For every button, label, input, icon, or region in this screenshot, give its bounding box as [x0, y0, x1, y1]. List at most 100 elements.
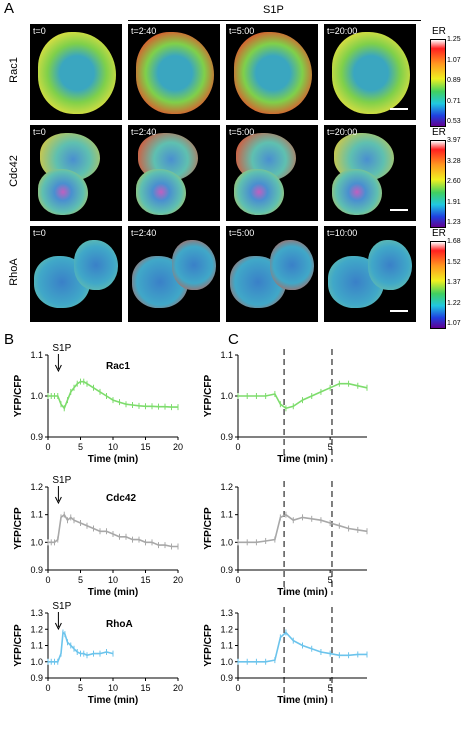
x-tick-label: 20: [173, 442, 183, 452]
series-line: [238, 513, 368, 544]
stimulus-label: S1P: [52, 601, 71, 612]
x-tick-label: 20: [173, 683, 183, 693]
y-tick-label: 1.1: [30, 641, 43, 651]
x-tick-label: 0: [45, 575, 50, 585]
y-tick-label: 1.0: [30, 657, 43, 667]
y-tick-label: 0.9: [30, 673, 43, 683]
x-axis-label: Time (min): [88, 454, 138, 465]
cell-image: t=5:00: [226, 125, 318, 221]
scale-bar: [390, 108, 408, 110]
x-axis-label: Time (min): [88, 587, 138, 598]
x-tick-label: 0: [45, 683, 50, 693]
cell-region: [38, 32, 116, 114]
x-tick-label: 5: [328, 683, 333, 693]
colorbar-title: ER: [432, 127, 446, 138]
y-tick-label: 1.3: [30, 608, 43, 618]
series-label: RhoA: [106, 619, 133, 630]
cell-region: [368, 240, 412, 290]
colorbar-tick: 1.91: [447, 198, 461, 206]
time-label: t=5:00: [229, 26, 255, 36]
y-tick-label: 1.1: [220, 350, 233, 360]
cell-region: [136, 169, 186, 215]
y-axis-label: YFP/CFP: [13, 624, 24, 667]
x-axis-label: Time (min): [277, 695, 327, 706]
colorbar-title: ER: [432, 26, 446, 37]
cell-region: [234, 32, 312, 114]
x-tick-label: 5: [328, 575, 333, 585]
x-tick-label: 5: [328, 442, 333, 452]
colorbar: [430, 140, 446, 228]
time-label: t=0: [33, 228, 46, 238]
y-tick-label: 1.2: [220, 482, 233, 492]
cell-region: [74, 240, 118, 290]
colorbar: [430, 39, 446, 127]
series-line: [48, 513, 178, 548]
colorbar-tick: 1.07: [447, 320, 461, 327]
cell-image: t=2:40: [128, 24, 220, 120]
x-tick-label: 5: [78, 575, 83, 585]
panel-letter-a: A: [4, 0, 15, 17]
series-line: [48, 630, 114, 663]
series-line: [48, 380, 178, 410]
colorbar-tick: 3.97: [447, 137, 461, 144]
cell-region: [136, 32, 214, 114]
cell-region: [270, 240, 314, 290]
x-tick-label: 0: [235, 575, 240, 585]
y-tick-label: 1.2: [220, 624, 233, 634]
cell-image: t=10:00: [324, 226, 416, 322]
y-tick-label: 1.1: [220, 510, 233, 520]
cell-image: t=20:00: [324, 125, 416, 221]
y-tick-label: 1.1: [220, 641, 233, 651]
colorbar-tick: 0.89: [447, 77, 461, 84]
x-tick-label: 15: [140, 575, 150, 585]
colorbar-tick: 3.28: [447, 157, 461, 165]
y-tick-label: 0.9: [30, 432, 43, 442]
x-tick-label: 5: [78, 683, 83, 693]
panel-letter-c: C: [228, 331, 239, 348]
time-label: t=5:00: [229, 228, 255, 238]
cell-image: t=0: [30, 125, 122, 221]
cell-image: t=0: [30, 24, 122, 120]
colorbar-tick: 1.37: [447, 279, 461, 286]
y-tick-label: 1.0: [220, 657, 233, 667]
stimulus-label: S1P: [52, 343, 71, 354]
colorbar-tick: 2.60: [447, 178, 461, 185]
cell-region: [38, 169, 88, 215]
colorbar-tick: 0.53: [447, 118, 461, 125]
s1p-bracket: [128, 20, 421, 21]
x-tick-label: 10: [108, 575, 118, 585]
scale-bar: [390, 209, 408, 211]
y-tick-label: 0.9: [220, 673, 233, 683]
cell-image: t=20:00: [324, 24, 416, 120]
series-label: Cdc42: [106, 493, 136, 504]
panel-letter-b: B: [4, 331, 15, 348]
stimulus-arrow-head: [54, 496, 62, 505]
y-tick-label: 1.2: [30, 482, 43, 492]
time-label: t=2:40: [131, 228, 157, 238]
cell-image: t=2:40: [128, 226, 220, 322]
y-axis-label: YFP/CFP: [13, 375, 24, 418]
y-axis-label: YFP/CFP: [203, 507, 214, 550]
colorbar-tick: 1.07: [447, 56, 461, 64]
cell-region: [332, 32, 410, 114]
cell-image: t=0: [30, 226, 122, 322]
series-label: Rac1: [106, 361, 130, 372]
x-axis-label: Time (min): [277, 454, 327, 465]
x-tick-label: 10: [108, 442, 118, 452]
y-axis-label: YFP/CFP: [13, 507, 24, 550]
colorbar-tick: 1.22: [447, 299, 461, 307]
cell-image: t=5:00: [226, 226, 318, 322]
time-label: t=2:40: [131, 127, 157, 137]
cell-region: [332, 169, 382, 215]
s1p-header: S1P: [263, 4, 284, 16]
colorbar-tick: 1.23: [447, 219, 461, 226]
y-tick-label: 1.1: [30, 350, 43, 360]
colorbar-tick: 0.71: [447, 97, 461, 105]
scale-bar: [390, 310, 408, 312]
cell-region: [234, 169, 284, 215]
y-tick-label: 1.1: [30, 510, 43, 520]
time-label: t=10:00: [327, 228, 358, 238]
x-tick-label: 15: [140, 442, 150, 452]
stimulus-label: S1P: [52, 475, 71, 486]
time-label: t=20:00: [327, 26, 358, 36]
